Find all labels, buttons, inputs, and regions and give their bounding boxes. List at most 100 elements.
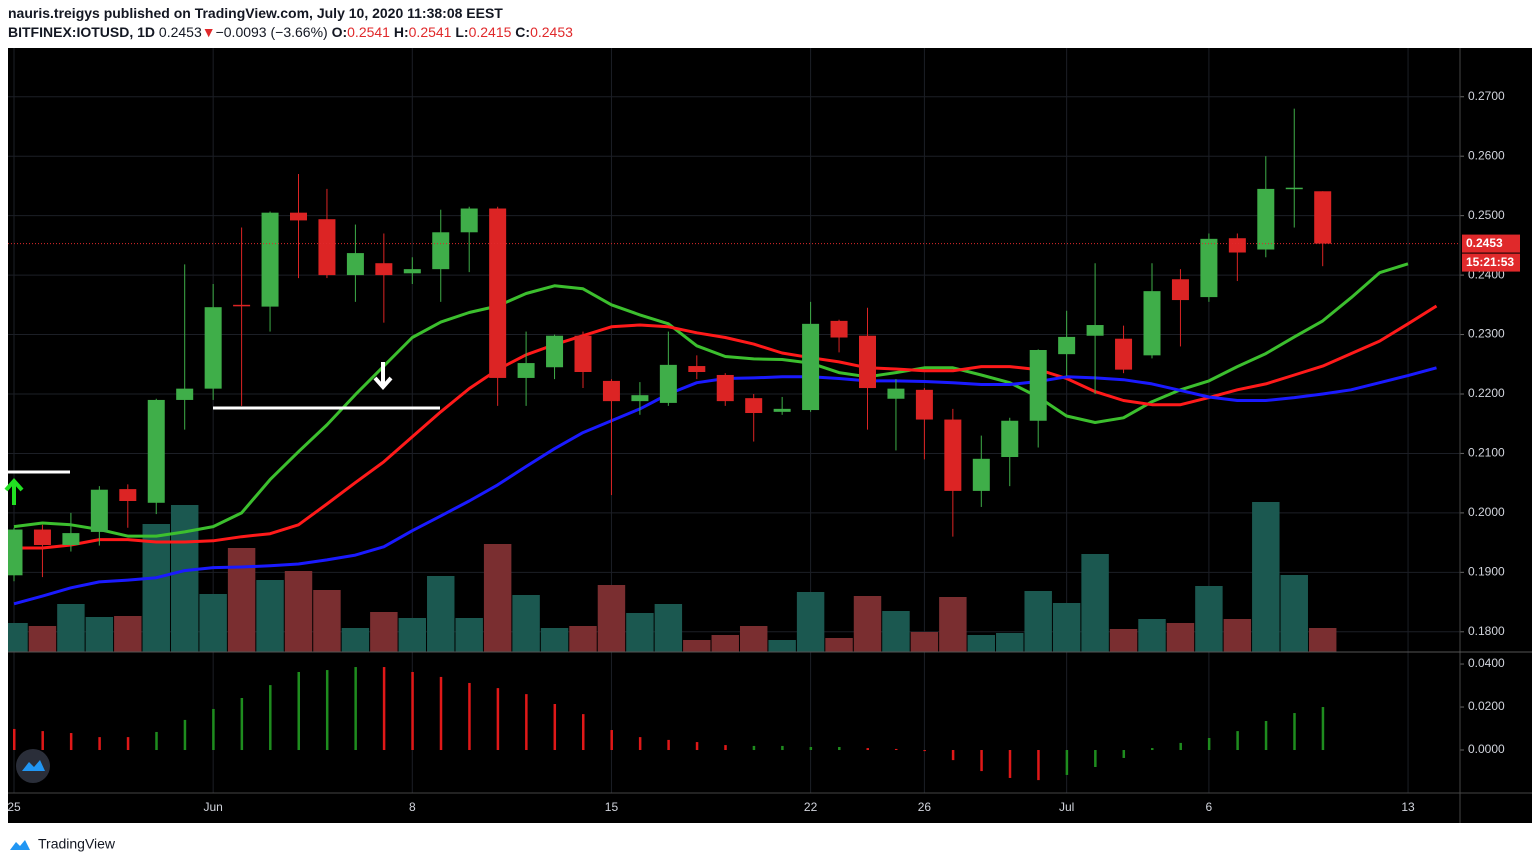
candle-body <box>688 366 706 372</box>
histogram-bar <box>667 739 670 751</box>
histogram-bar <box>638 737 642 751</box>
candle-body <box>1058 336 1076 355</box>
candle-body <box>972 458 990 491</box>
histogram-bar <box>809 747 813 751</box>
volume-bar <box>57 604 85 652</box>
volume-bar <box>768 640 796 652</box>
histogram-bar <box>69 733 73 751</box>
histogram-bar <box>610 730 613 751</box>
volume-bar <box>512 595 540 652</box>
chart-layers: 0.1800 0.1900 0.2000 0.2100 0.2200 0.2300 0.24… <box>7 48 1520 814</box>
histogram-bar <box>411 671 414 751</box>
candle-body <box>432 232 450 270</box>
histogram-bar <box>894 748 898 751</box>
x-tick-label: 26 <box>918 800 932 814</box>
histogram-bar <box>695 742 699 751</box>
histogram-bar <box>582 714 585 751</box>
histogram-bar <box>838 747 841 751</box>
candle-body <box>489 208 507 378</box>
candle-body <box>830 320 848 338</box>
volume-bar <box>910 632 939 652</box>
candle-body <box>233 304 251 307</box>
h-label: H: <box>394 24 409 40</box>
histogram-bar <box>468 682 471 751</box>
volume-bar <box>1081 554 1109 652</box>
histogram-bar <box>98 737 101 751</box>
histogram-bar <box>980 750 983 772</box>
histogram-bar <box>41 731 44 751</box>
y-tick-label: 0.2200 <box>1468 386 1505 400</box>
volume-bar <box>85 617 114 652</box>
volume-bar <box>654 604 683 652</box>
volume-bar <box>939 597 967 652</box>
candle-body <box>602 380 620 402</box>
x-tick-label: 8 <box>409 800 416 814</box>
histogram-bar <box>126 737 130 751</box>
volume-bar <box>1252 502 1280 652</box>
histogram-bar <box>439 676 443 751</box>
histogram-bar <box>1236 731 1239 751</box>
candle-body <box>745 398 763 414</box>
candle-body <box>8 529 23 576</box>
y-tick-label: 0.2100 <box>1468 446 1505 460</box>
volume-bar <box>199 594 227 652</box>
candle-body <box>1001 420 1019 458</box>
histogram-bar <box>1094 750 1097 767</box>
candle-body <box>1086 325 1104 336</box>
candle-body <box>915 389 933 420</box>
volume-bar <box>1280 575 1308 652</box>
candle-body <box>62 533 80 545</box>
histogram-bar <box>240 697 244 751</box>
publisher-line: nauris.treigys published on TradingView.… <box>8 5 503 21</box>
y-tick-label: 0.2500 <box>1468 208 1505 222</box>
candle-body <box>1228 238 1246 253</box>
moving-average <box>14 304 1438 550</box>
candle-body <box>1115 338 1133 370</box>
candle-body <box>346 253 364 276</box>
candle-body <box>631 395 649 402</box>
candle-body <box>859 335 876 389</box>
o: 0.2541 <box>347 24 390 40</box>
arrow: ▼ <box>202 24 216 40</box>
candle-body <box>716 374 734 402</box>
l: 0.2415 <box>469 24 512 40</box>
candle-body <box>1171 279 1189 301</box>
volume-bar <box>142 524 170 652</box>
volume-bar <box>170 505 199 652</box>
volume-bar <box>597 585 626 652</box>
down-arrow <box>373 362 393 391</box>
moving-average <box>13 262 1409 538</box>
candle-body <box>1257 188 1275 250</box>
x-tick-label: 6 <box>1206 800 1213 814</box>
volume-bar <box>114 616 142 652</box>
candle-body <box>290 212 307 221</box>
plot-area <box>8 48 1460 793</box>
histogram-bar <box>269 685 272 751</box>
last-price-box <box>1462 234 1520 253</box>
histogram-bar <box>155 731 158 751</box>
candle-body <box>1285 187 1303 190</box>
y-tick-label: 0.2600 <box>1468 148 1505 162</box>
histogram-bar <box>212 708 215 751</box>
volume-bar <box>683 640 711 652</box>
candle-body <box>659 364 677 403</box>
price: 0.2453 <box>159 24 202 40</box>
volume-bar <box>341 628 370 652</box>
candle-body <box>403 269 421 274</box>
volume-bar <box>996 633 1024 652</box>
volume-bar <box>313 590 341 652</box>
histogram-bar <box>183 719 187 751</box>
histogram-bar <box>496 688 500 751</box>
volume-bar <box>825 638 853 652</box>
y-tick-label: 0.2300 <box>1468 327 1505 341</box>
candle-body <box>176 388 194 400</box>
histogram-bar <box>1065 750 1069 775</box>
histogram-bar <box>1151 748 1154 751</box>
candle-body <box>33 529 51 545</box>
histogram-bar <box>1037 750 1040 781</box>
histogram-bar <box>951 750 955 761</box>
c-label: C: <box>515 24 530 40</box>
histogram-bar <box>297 671 300 751</box>
